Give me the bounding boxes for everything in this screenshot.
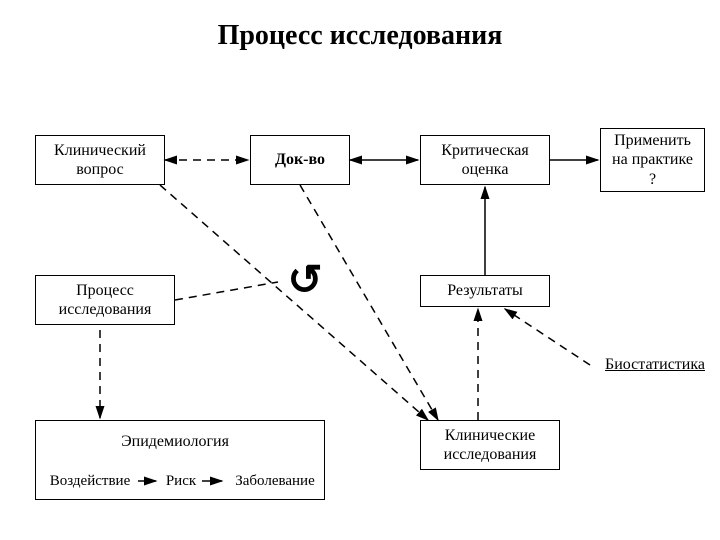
node-biostatistics: Биостатистика <box>590 350 720 380</box>
node-critical-eval: Критическаяоценка <box>420 135 550 185</box>
node-exposure: Воздействие <box>40 470 140 492</box>
node-epidemiology: Эпидемиология <box>90 430 260 454</box>
node-research-process: Процессисследования <box>35 275 175 325</box>
node-apply-practice: Применитьна практике? <box>600 128 705 192</box>
cycle-icon: ↺ <box>280 255 330 305</box>
node-evidence: Док-во <box>250 135 350 185</box>
node-results: Результаты <box>420 275 550 307</box>
node-clinical-studies: Клиническиеисследования <box>420 420 560 470</box>
node-disease: Заболевание <box>225 470 325 492</box>
node-clinical-question: Клиническийвопрос <box>35 135 165 185</box>
node-risk: Риск <box>156 470 206 492</box>
page-title: Процесс исследования <box>0 20 720 52</box>
